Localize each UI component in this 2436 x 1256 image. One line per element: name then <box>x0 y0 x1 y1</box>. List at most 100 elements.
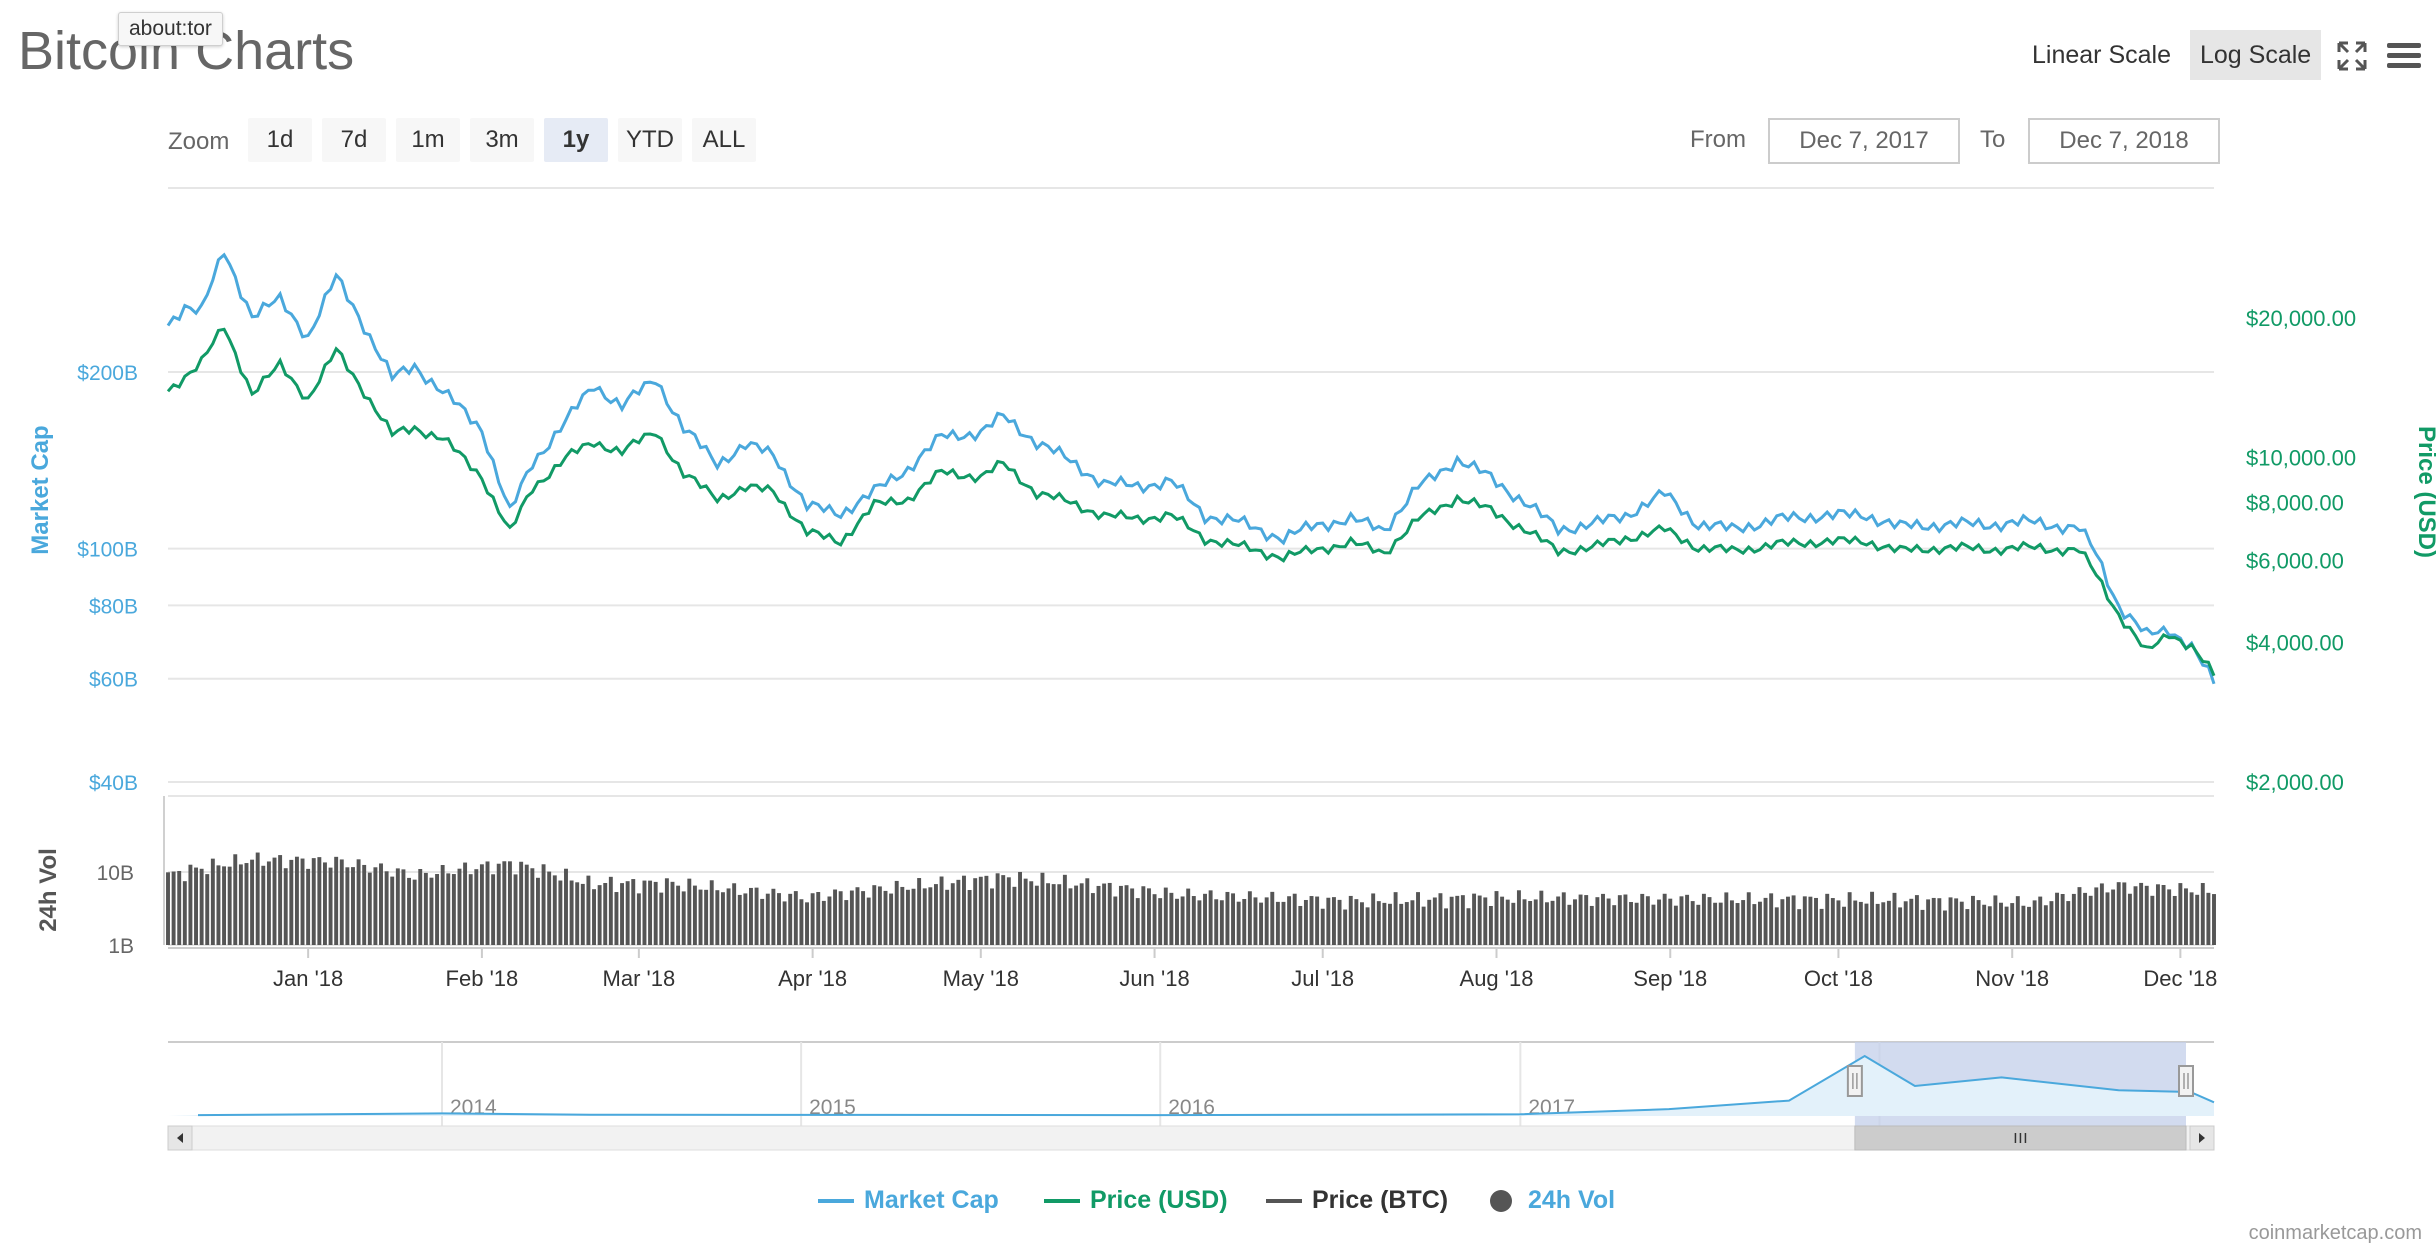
x-tick-label: Dec '18 <box>2143 966 2217 991</box>
market-cap-tick-label: $60B <box>89 669 138 692</box>
volume-bar <box>743 893 748 945</box>
volume-bar <box>664 878 669 945</box>
credits-link[interactable]: coinmarketcap.com <box>2248 1222 2422 1244</box>
volume-bar <box>1152 894 1157 945</box>
volume-bar <box>1814 897 1818 945</box>
zoom-ytd-button[interactable]: YTD <box>618 118 682 162</box>
volume-tick-label: 1B <box>108 935 134 958</box>
volume-bar <box>1421 906 1426 945</box>
legend-line-icon <box>1044 1199 1080 1204</box>
volume-bar <box>1713 902 1718 945</box>
volume-bar <box>1746 892 1751 945</box>
navigator-left-handle[interactable] <box>1846 1065 1863 1097</box>
volume-bar <box>1544 902 1549 945</box>
volume-bar <box>1416 892 1420 945</box>
x-tick-label: Sep '18 <box>1633 966 1707 991</box>
volume-bar <box>1858 901 1863 945</box>
volume-bar <box>1337 899 1342 945</box>
volume-bar <box>1062 874 1067 945</box>
volume-bar <box>1601 893 1605 945</box>
price-axis-title: Price (USD) <box>2413 425 2436 559</box>
volume-bar <box>1662 893 1667 945</box>
volume-bar <box>1701 893 1706 945</box>
volume-bar <box>1354 899 1359 945</box>
volume-bar <box>1432 897 1437 945</box>
volume-bar <box>1870 891 1875 945</box>
volume-bar <box>2043 905 2048 945</box>
volume-bar <box>1948 897 1953 945</box>
menu-icon[interactable] <box>2386 38 2422 74</box>
from-date-input[interactable]: Dec 7, 2017 <box>1768 118 1960 164</box>
volume-bar <box>1247 891 1252 945</box>
volume-bar <box>692 885 697 945</box>
price-tick-label: $2,000.00 <box>2246 770 2344 795</box>
volume-bar <box>1298 905 1303 945</box>
zoom-all-button[interactable]: ALL <box>692 118 756 162</box>
volume-bar <box>2060 893 2065 945</box>
volume-bar <box>1365 907 1370 945</box>
volume-bar <box>1987 906 1992 945</box>
volume-bar <box>1696 904 1701 945</box>
volume-bar <box>1460 895 1465 945</box>
price-tick-label: $6,000.00 <box>2246 549 2344 574</box>
volume-bar <box>491 874 496 945</box>
legend-price-btc[interactable]: Price (BTC) <box>1266 1184 1448 1216</box>
volume-bar <box>1959 901 1964 945</box>
volume-bar <box>485 861 490 945</box>
x-tick-label: Oct '18 <box>1804 966 1873 991</box>
volume-bar <box>2094 887 2099 945</box>
market-cap-axis-title: Market Cap <box>27 425 54 555</box>
volume-bar <box>2083 892 2088 945</box>
volume-bar <box>519 861 524 945</box>
volume-bar <box>205 874 210 945</box>
volume-bar <box>171 871 176 945</box>
zoom-1m-button[interactable]: 1m <box>396 118 460 162</box>
linear-scale-button[interactable]: Linear Scale <box>2032 41 2171 69</box>
volume-bar <box>1158 898 1163 945</box>
volume-bar <box>1231 893 1236 945</box>
zoom-3m-button[interactable]: 3m <box>470 118 534 162</box>
log-scale-button[interactable]: Log Scale <box>2190 30 2322 80</box>
legend-price-usd[interactable]: Price (USD) <box>1044 1184 1228 1216</box>
volume-bar <box>1236 901 1241 945</box>
volume-bar <box>603 882 608 945</box>
volume-bar <box>1522 899 1527 945</box>
volume-bar <box>1488 905 1493 945</box>
volume-bar <box>379 863 383 945</box>
fullscreen-icon[interactable] <box>2336 40 2368 72</box>
volume-bar <box>1191 896 1196 945</box>
volume-bar <box>1533 899 1538 945</box>
zoom-7d-button[interactable]: 7d <box>322 118 386 162</box>
volume-bar <box>569 880 574 945</box>
volume-bar <box>1556 896 1561 945</box>
volume-bar <box>1118 885 1123 945</box>
volume-bar <box>2139 882 2144 945</box>
volume-bar <box>1169 892 1174 945</box>
volume-bar <box>272 857 277 945</box>
zoom-1d-button[interactable]: 1d <box>248 118 312 162</box>
volume-bar <box>1914 895 1919 945</box>
navigator-right-handle[interactable] <box>2178 1065 2194 1097</box>
volume-bar <box>648 880 653 945</box>
volume-bar <box>474 869 479 945</box>
volume-bar <box>1303 899 1308 945</box>
volume-bar <box>507 861 512 945</box>
scrollbar-right-button[interactable] <box>2189 1125 2215 1151</box>
legend-24h-vol[interactable]: 24h Vol <box>1490 1184 1615 1216</box>
volume-bar <box>1331 897 1336 945</box>
zoom-1y-button[interactable]: 1y <box>544 118 608 162</box>
volume-bar <box>351 867 355 945</box>
market-cap-tick-label: $200B <box>77 362 138 385</box>
volume-bar <box>799 899 804 945</box>
volume-bar <box>608 876 613 945</box>
navigator-year-label: 2015 <box>809 1096 856 1119</box>
volume-bar <box>1836 900 1841 945</box>
legend-market-cap[interactable]: Market Cap <box>818 1184 999 1216</box>
to-date-input[interactable]: Dec 7, 2018 <box>2028 118 2220 164</box>
volume-bar <box>575 882 580 945</box>
volume-bar <box>1679 896 1684 945</box>
volume-bar <box>440 865 445 945</box>
market-cap-series-line <box>166 252 2216 685</box>
volume-bar <box>1275 901 1280 945</box>
volume-bar <box>967 889 972 945</box>
